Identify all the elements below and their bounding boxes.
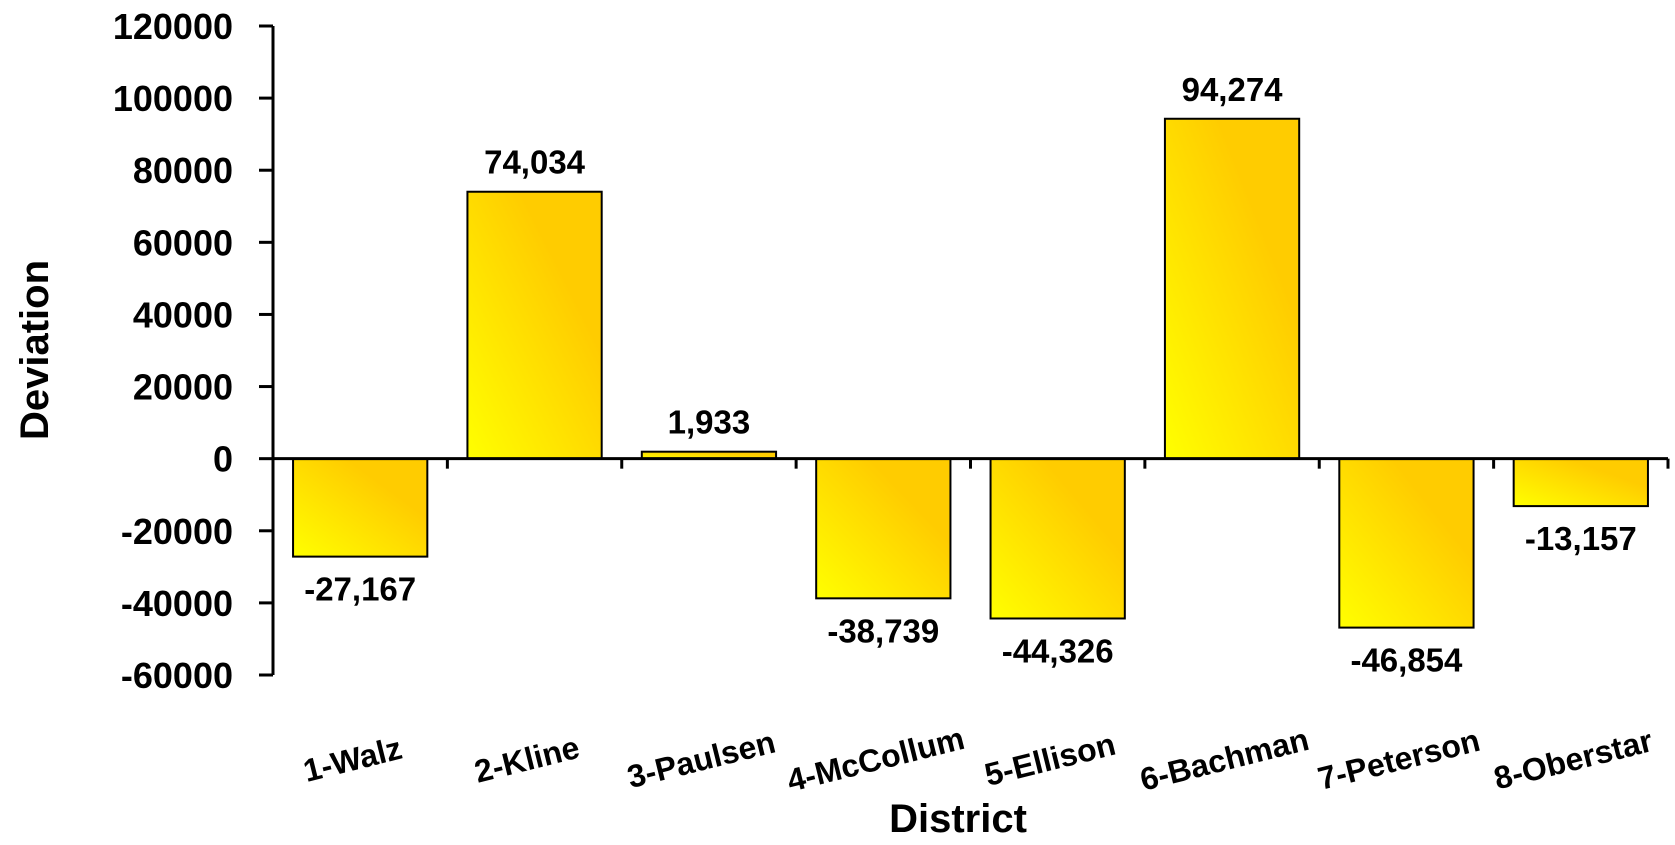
data-label: -44,326 <box>1002 632 1114 669</box>
data-label: -38,739 <box>827 612 939 649</box>
x-axis-title: District <box>889 797 1027 840</box>
y-tick-label: -60000 <box>121 655 233 696</box>
data-label: -46,854 <box>1350 642 1463 679</box>
bar-2-kline <box>466 190 603 460</box>
y-tick-label: 20000 <box>133 367 233 408</box>
bar-4-mccollum <box>815 457 952 600</box>
x-tick-label: 4-McCollum <box>783 720 968 799</box>
x-tick-label: 8-Oberstar <box>1490 722 1656 796</box>
x-tick-label: 3-Paulsen <box>624 724 779 796</box>
bar-1-walz <box>292 457 429 558</box>
data-label: 1,933 <box>668 404 751 441</box>
y-tick-label: 120000 <box>113 6 233 47</box>
data-label: -13,157 <box>1525 520 1637 557</box>
x-tick-label: 5-Ellison <box>981 726 1119 793</box>
x-tick-label: 6-Bachman <box>1136 721 1312 798</box>
y-tick-label: 60000 <box>133 222 233 263</box>
y-tick-label: 80000 <box>133 150 233 191</box>
axes-layer: -60000 -40000 -20000 0 20000 40000 60000 80000 1… <box>113 6 1670 696</box>
y-tick-label: -40000 <box>121 583 233 624</box>
data-label: -27,167 <box>304 571 416 608</box>
x-tick-label: 1-Walz <box>300 730 406 789</box>
bar-8-oberstar <box>1512 457 1649 508</box>
y-tick-label: 100000 <box>113 78 233 119</box>
bar-5-ellison <box>989 457 1126 620</box>
bar-6-bachman <box>1163 117 1301 460</box>
x-tick-label: 2-Kline <box>471 729 583 790</box>
y-axis-title: Deviation <box>13 260 57 440</box>
x-tick-label: 7-Peterson <box>1314 722 1483 797</box>
y-tick-label: 40000 <box>133 294 233 335</box>
data-label: 74,034 <box>484 144 586 181</box>
y-tick-label: -20000 <box>121 511 233 552</box>
bars-layer <box>292 117 1649 629</box>
y-tick-label: 0 <box>213 439 233 480</box>
bar-7-peterson <box>1338 457 1475 629</box>
data-label: 94,274 <box>1182 71 1284 108</box>
